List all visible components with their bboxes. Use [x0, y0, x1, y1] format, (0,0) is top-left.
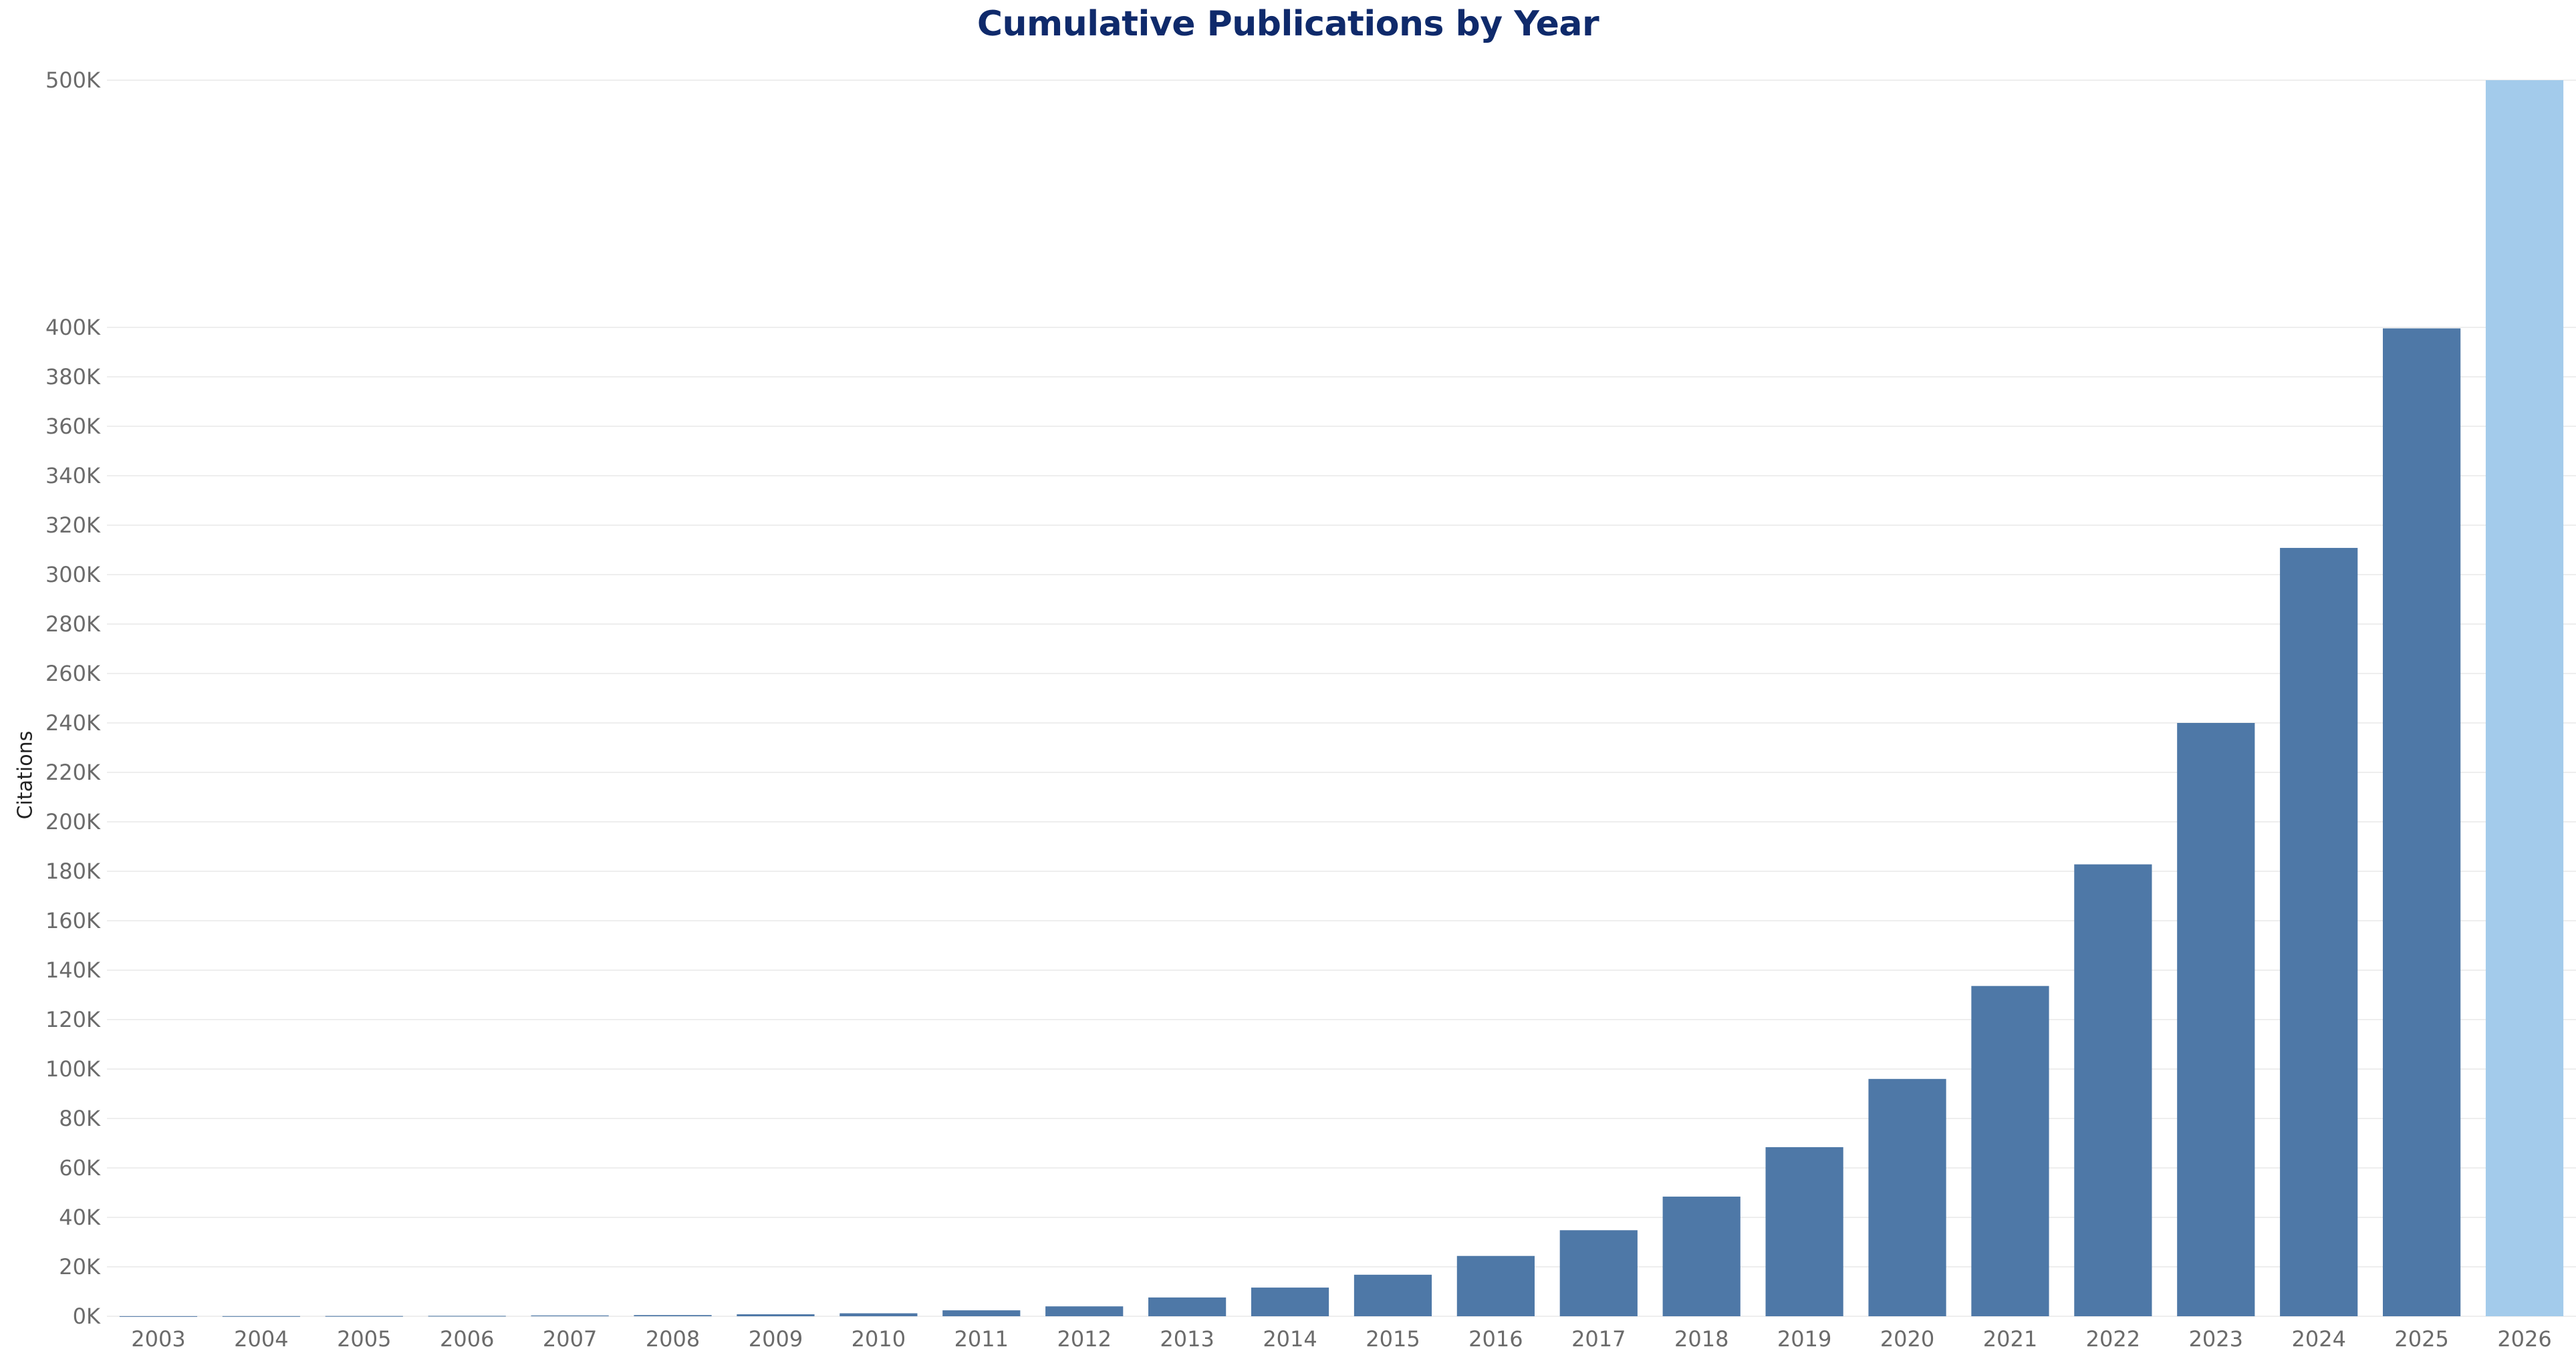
x-tick-label: 2015: [1366, 1326, 1420, 1351]
x-tick-label: 2011: [954, 1326, 1009, 1351]
y-axis-ticks: 0K 20K 40K 60K 80K 100K 120K 140K 160K 180K 200K 22…: [45, 67, 101, 1329]
y-tick-label: 360K: [45, 414, 101, 439]
x-tick-label: 2023: [2189, 1326, 2243, 1351]
gridlines: [107, 80, 2576, 1317]
bar-2003[interactable]: [119, 1316, 198, 1317]
x-tick-label: 2022: [2086, 1326, 2140, 1351]
x-tick-label: 2017: [1571, 1326, 1626, 1351]
y-tick-label: 280K: [45, 611, 101, 637]
bar-2023[interactable]: [2177, 723, 2255, 1316]
y-tick-label: 80K: [59, 1106, 101, 1131]
bar-2025[interactable]: [2383, 328, 2461, 1317]
y-tick-label: 20K: [59, 1254, 101, 1280]
bar-2020[interactable]: [1868, 1078, 1946, 1316]
x-tick-label: 2004: [234, 1326, 288, 1351]
y-tick-label: 140K: [45, 957, 101, 983]
bar-2016[interactable]: [1456, 1255, 1535, 1316]
bar-2018[interactable]: [1662, 1196, 1741, 1316]
bar-2010[interactable]: [840, 1313, 918, 1316]
y-tick-label: 40K: [59, 1205, 101, 1230]
y-tick-label: 300K: [45, 562, 101, 587]
bar-2011[interactable]: [942, 1310, 1021, 1316]
bar-2015[interactable]: [1354, 1274, 1432, 1316]
y-tick-label: 380K: [45, 364, 101, 390]
x-tick-label: 2026: [2497, 1326, 2551, 1351]
bar-2019[interactable]: [1765, 1147, 1843, 1316]
x-tick-label: 2021: [1983, 1326, 2037, 1351]
x-tick-label: 2003: [131, 1326, 185, 1351]
x-tick-label: 2009: [749, 1326, 803, 1351]
bars: [119, 80, 2564, 1317]
x-tick-label: 2025: [2394, 1326, 2448, 1351]
y-tick-label: 60K: [59, 1155, 101, 1181]
y-tick-label: 120K: [45, 1007, 101, 1032]
x-axis-ticks: 2003 2004 2005 2006 2007 2008 2009 2010 2011 2012…: [131, 1326, 2552, 1351]
bar-2021[interactable]: [1971, 986, 2049, 1316]
bar-2014[interactable]: [1251, 1288, 1329, 1316]
bar-2022[interactable]: [2074, 864, 2152, 1316]
y-tick-label: 0K: [73, 1304, 101, 1329]
y-tick-label: 180K: [45, 859, 101, 884]
bar-2012[interactable]: [1045, 1306, 1124, 1316]
x-tick-label: 2018: [1674, 1326, 1728, 1351]
x-tick-label: 2006: [440, 1326, 494, 1351]
x-tick-label: 2016: [1468, 1326, 1523, 1351]
y-tick-label: 340K: [45, 463, 101, 488]
bar-2005[interactable]: [325, 1316, 403, 1317]
y-tick-label: 260K: [45, 661, 101, 686]
x-tick-label: 2005: [337, 1326, 391, 1351]
x-tick-label: 2024: [2291, 1326, 2345, 1351]
y-tick-label: 200K: [45, 809, 101, 835]
bar-2013[interactable]: [1148, 1297, 1227, 1316]
y-tick-label: 320K: [45, 512, 101, 538]
y-tick-label: 400K: [45, 315, 101, 340]
x-tick-label: 2013: [1160, 1326, 1214, 1351]
bar-2008[interactable]: [634, 1315, 712, 1316]
x-tick-label: 2019: [1777, 1326, 1831, 1351]
x-tick-label: 2007: [543, 1326, 597, 1351]
x-tick-label: 2014: [1263, 1326, 1317, 1351]
bar-2004[interactable]: [222, 1316, 300, 1317]
x-tick-label: 2012: [1057, 1326, 1111, 1351]
x-tick-label: 2010: [852, 1326, 906, 1351]
bar-2024[interactable]: [2280, 548, 2358, 1316]
y-tick-label: 240K: [45, 710, 101, 736]
chart-title: Cumulative Publications by Year: [977, 4, 1599, 44]
y-tick-label: 220K: [45, 760, 101, 785]
x-tick-label: 2020: [1880, 1326, 1934, 1351]
bar-2017[interactable]: [1559, 1230, 1638, 1316]
y-tick-label: 500K: [45, 67, 101, 93]
y-tick-label: 100K: [45, 1056, 101, 1082]
y-tick-label: 160K: [45, 908, 101, 933]
bar-2009[interactable]: [737, 1314, 815, 1316]
bar-2026[interactable]: [2485, 80, 2564, 1316]
x-tick-label: 2008: [646, 1326, 700, 1351]
